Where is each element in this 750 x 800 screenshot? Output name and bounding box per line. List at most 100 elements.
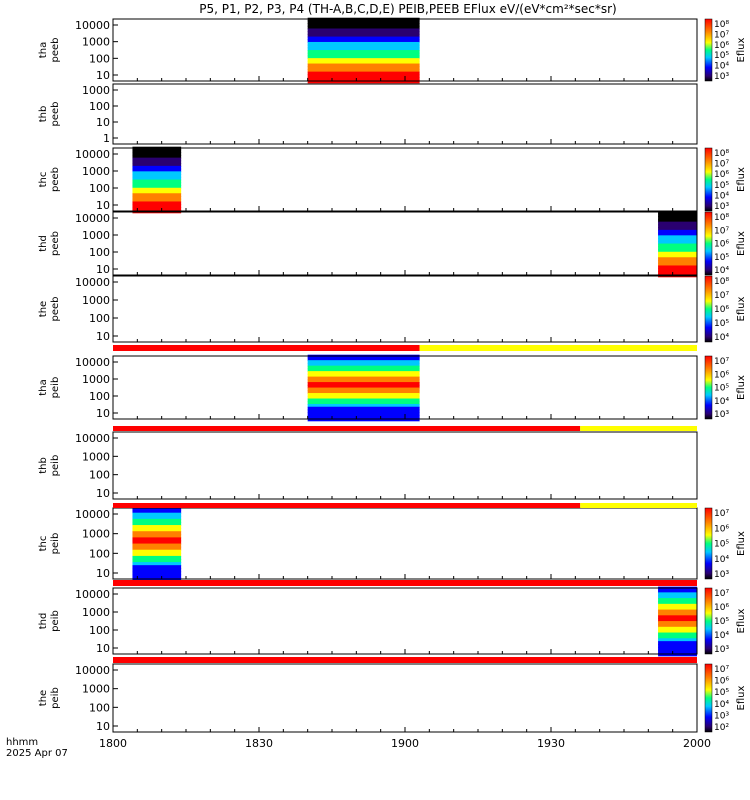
spectrogram-cell-thc-peeb [132, 206, 182, 211]
spectrogram-cell-thc-peeb [132, 198, 182, 203]
colorbar-label: Eflux [736, 296, 747, 321]
spectrogram-cell-tha-peeb [307, 71, 420, 76]
y-tick-label: 10000 [75, 212, 110, 225]
y-tick-label: 1000 [82, 84, 110, 97]
spectrogram-cell-tha-peeb [307, 39, 420, 43]
spectrogram-cell-thc-peib [132, 549, 182, 554]
colorbar-tick-label: 10⁶ [714, 41, 729, 51]
spectrogram-cell-tha-peib [307, 395, 420, 400]
spectrogram-cell-thd-peeb [658, 224, 697, 229]
spectrogram-cell-thc-peeb [132, 179, 182, 184]
spectrogram-cell-thc-peeb [132, 190, 182, 195]
spectrogram-cell-thd-peib [658, 600, 697, 605]
y-axis-label-product: peib [50, 610, 61, 632]
spectrogram-cell-thc-peib [132, 540, 182, 545]
colorbar-tick-label: 10⁷ [714, 589, 729, 599]
spectrogram-cell-tha-peib [307, 360, 420, 364]
y-tick-label: 10000 [75, 148, 110, 161]
y-tick-label: 10 [96, 69, 110, 82]
status-bar-red [113, 580, 697, 586]
colorbar-label: Eflux [736, 608, 747, 633]
spectrogram-cell-thc-peib [132, 558, 182, 563]
spectrogram-cell-thc-peib [132, 543, 182, 548]
spectrogram-cell-thd-peib [658, 641, 697, 645]
y-axis-label-product: peeb [50, 297, 61, 322]
colorbar-tick-label: 10⁷ [714, 291, 729, 301]
colorbar-label: Eflux [736, 231, 747, 256]
spectrogram-cell-thd-peib [658, 629, 697, 634]
y-tick-label: 10000 [75, 664, 110, 677]
y-axis-label-probe: tha [38, 379, 49, 395]
spectrogram-cell-thc-peeb [132, 152, 182, 156]
colorbar-tick-label: 10⁸ [714, 213, 729, 223]
spectrogram-cell-tha-peib [307, 390, 420, 394]
y-tick-label: 1000 [82, 36, 110, 49]
panel-frame-thd-peeb [112, 211, 698, 276]
spectrogram-cell-thd-peeb [658, 227, 697, 231]
status-bar-yellow [580, 503, 697, 508]
spectrogram-cell-thd-peib [658, 615, 697, 620]
panel-frame-thd-peib [112, 587, 698, 655]
y-axis-label-product: peib [50, 377, 61, 399]
y-tick-label: 1000 [82, 229, 110, 242]
spectrogram-cell-thc-peib [132, 568, 182, 573]
spectrogram-cell-thc-peeb [132, 176, 182, 181]
colorbar-tick-label: 10⁷ [714, 160, 729, 170]
colorbar-tick-label: 10⁸ [714, 277, 729, 287]
spectrogram-cell-tha-peib [307, 414, 420, 419]
spectrogram-cell-thc-peib [132, 531, 182, 536]
spectrogram-cell-tha-peeb [307, 74, 420, 78]
spectrogram-cell-thc-peeb [132, 174, 182, 178]
status-bar-yellow [419, 345, 697, 351]
y-tick-label: 10000 [75, 19, 110, 32]
colorbar-tick-label: 10⁴ [714, 266, 729, 276]
spectrogram-cell-tha-peib [307, 357, 420, 362]
spectrogram-cell-thc-peib [132, 537, 182, 542]
y-tick-label: 100 [89, 246, 110, 259]
spectrogram-cell-thd-peib [658, 646, 697, 651]
spectrogram-cell-tha-peib [307, 362, 420, 367]
spectrogram-cell-tha-peeb [307, 68, 420, 73]
spectrogram-cell-thd-peeb [658, 229, 697, 234]
y-tick-label: 100 [89, 547, 110, 560]
spectrogram-cell-thd-peib [658, 603, 697, 608]
colorbar-tick-label: 10⁶ [714, 240, 729, 250]
y-axis-label-probe: thd [38, 235, 49, 252]
spectrogram-cell-thd-peeb [658, 259, 697, 264]
spectrogram-cell-thc-peeb [132, 149, 182, 154]
y-tick-label: 10 [96, 720, 110, 733]
colorbar-label: Eflux [736, 37, 747, 62]
spectrogram-cell-tha-peeb [307, 20, 420, 24]
colorbar-tick-label: 10⁵ [714, 319, 729, 329]
colorbar-tick-label: 10³ [714, 202, 729, 212]
spectrogram-cell-tha-peib [307, 384, 420, 389]
spectrogram-cell-thc-peeb [132, 185, 182, 189]
spectrogram-cell-tha-peeb [307, 52, 420, 57]
colorbar-tick-label: 10⁶ [714, 677, 729, 687]
colorbar-tick-label: 10⁷ [714, 30, 729, 40]
spectrogram-cell-tha-peeb [307, 28, 420, 33]
colorbar-tick-label: 10⁶ [714, 305, 729, 315]
y-axis-label-probe: the [38, 301, 49, 317]
status-bar-yellow [580, 426, 697, 431]
colorbar-tick-label: 10⁶ [714, 603, 729, 613]
spectrogram-cell-thd-peib [658, 612, 697, 617]
footer-date-label: 2025 Apr 07 [6, 748, 68, 759]
y-axis-label-probe: thb [38, 106, 49, 123]
y-tick-label: 100 [89, 312, 110, 325]
spectrogram-cell-thc-peeb [132, 182, 182, 186]
colorbar-thc-peib [704, 507, 713, 580]
spectrogram-cell-thd-peeb [658, 221, 697, 226]
panel-frame-thb-peib [112, 431, 698, 500]
spectrogram-cell-thd-peib [658, 649, 697, 654]
spectrogram-cell-thc-peeb [132, 157, 182, 162]
spectrogram-cell-thd-peeb [658, 257, 697, 261]
spectrogram-cell-thd-peeb [658, 265, 697, 270]
y-tick-label: 10000 [75, 276, 110, 289]
spectrogram-cell-thd-peib [658, 635, 697, 640]
colorbar-tick-label: 10⁵ [714, 51, 729, 61]
y-axis-label-probe: thb [38, 457, 49, 474]
status-bar-red [113, 426, 581, 431]
x-tick-label: 1930 [537, 737, 565, 750]
spectrogram-cell-thd-peeb [658, 262, 697, 267]
